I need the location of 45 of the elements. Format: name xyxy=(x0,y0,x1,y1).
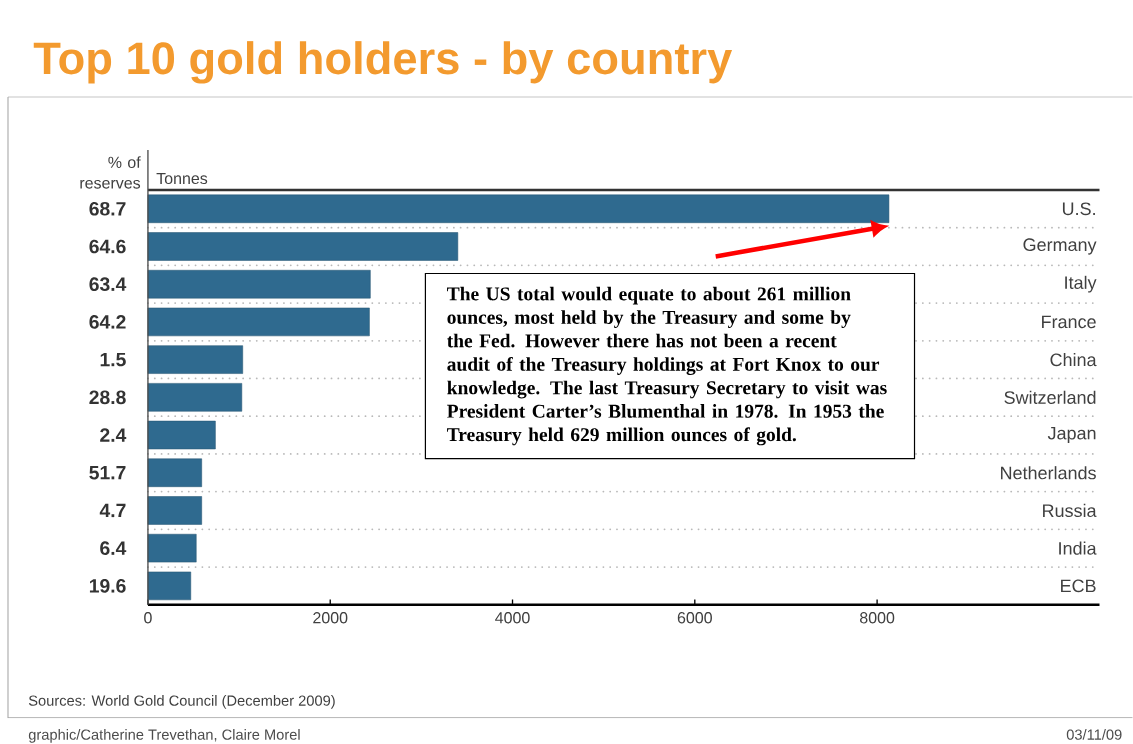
text: 28.8 xyxy=(89,390,126,405)
annotation: The US total would equate to about 261 million ounces, most held by the Treasury and some by the Fed. However there has not been a recent audit of the Treasury holdings at Fort Knox to our knowledge. The last Treasury Secretary to visit was President Carter’s Blumenthal in 1978. In 1953 the Treasury held 629 million ounces of gold. xyxy=(447,286,887,446)
bar xyxy=(147,496,202,525)
x-tick-label: 4000 xyxy=(495,612,530,624)
text: graphic/Catherine Trevethan, Claire Morel xyxy=(28,729,300,743)
source-note: Sources: World Gold Council (December 2009) xyxy=(28,695,335,709)
x-tick-label: 2000 xyxy=(313,612,348,624)
bar xyxy=(147,270,371,299)
bar xyxy=(147,383,243,412)
y-tick-label: U.S. xyxy=(1062,202,1095,216)
text: 19.6 xyxy=(89,579,126,593)
text: 03/11/09 xyxy=(1066,729,1122,740)
x-tick-label: 6000 xyxy=(677,612,712,624)
y-tick-label: Italy xyxy=(1065,275,1097,293)
chart-title: Top 10 gold holders - by country xyxy=(33,41,733,84)
y-tick-label: India xyxy=(1059,541,1097,555)
bar xyxy=(147,571,192,601)
bar xyxy=(147,194,890,224)
text: 64.2 xyxy=(89,315,126,329)
text: 63.4 xyxy=(89,277,127,292)
text: 68.7 xyxy=(89,202,126,216)
x-tick-label: 0 xyxy=(144,612,152,624)
text: 4.7 xyxy=(99,503,126,518)
bar xyxy=(147,307,370,337)
y-tick-label: Germany xyxy=(1023,238,1097,255)
bar xyxy=(147,534,197,563)
text: 2.4 xyxy=(100,428,127,442)
y-tick-label: France xyxy=(1042,315,1096,329)
bar xyxy=(147,458,202,488)
text: 1.5 xyxy=(100,353,126,367)
bar xyxy=(147,420,216,450)
y-tick-label: Netherlands xyxy=(1001,466,1096,480)
text: Tonnes xyxy=(156,173,208,185)
text: % of reserves xyxy=(80,156,141,189)
y-tick-label: China xyxy=(1050,353,1097,367)
text: 64.6 xyxy=(89,239,126,254)
y-tick-label: ECB xyxy=(1061,579,1096,593)
bar xyxy=(147,232,459,261)
y-tick-label: Japan xyxy=(1047,427,1096,444)
bar xyxy=(147,345,243,375)
y-tick-label: Switzerland xyxy=(1004,390,1096,405)
text: 51.7 xyxy=(89,466,126,480)
text: 6.4 xyxy=(100,541,127,556)
x-tick-label: 8000 xyxy=(860,612,895,624)
y-tick-label: Russia xyxy=(1043,504,1097,518)
